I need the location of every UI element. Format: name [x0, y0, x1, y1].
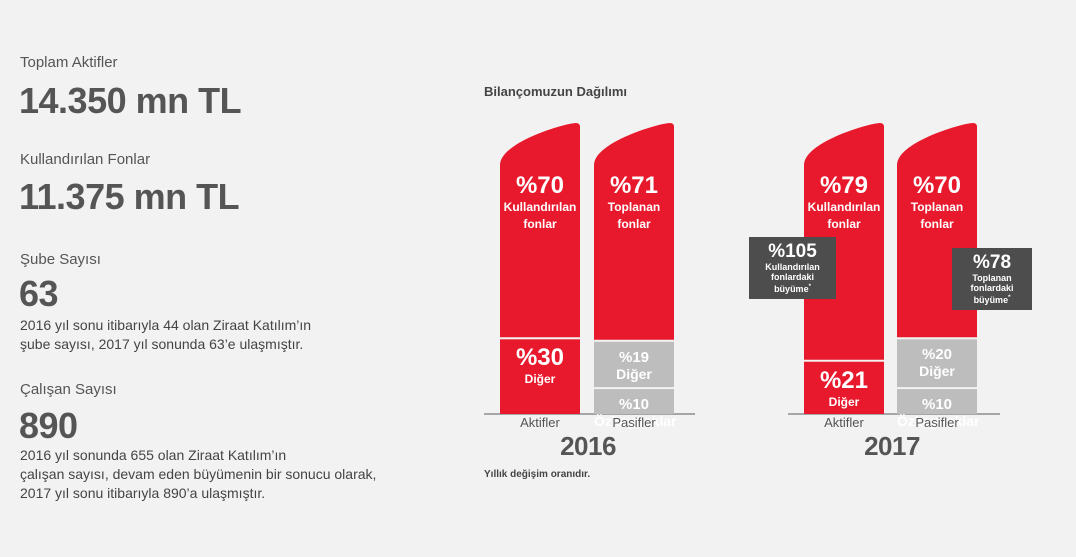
segment-pct: %70: [912, 172, 962, 199]
category-label: Pasifler: [612, 415, 656, 430]
segment-pct: %10: [921, 396, 953, 414]
segment-text: fonlar: [523, 217, 557, 231]
segment-pct: %21: [819, 366, 869, 394]
segment-text: Diğer: [524, 372, 556, 387]
bar-segment: [897, 389, 977, 414]
category-label: Aktifler: [520, 415, 560, 430]
bar-segment: [897, 339, 977, 388]
segment-label: %71 Toplanan fonlar: [594, 173, 674, 233]
segment-label: %79 Kullandırılan fonlar: [804, 173, 884, 233]
year-label-2017: 2017: [864, 431, 920, 461]
note-line: şube sayısı, 2017 yıl sonunda 63’e ulaşm…: [20, 336, 304, 352]
segment-label: %30 Diğer: [500, 345, 580, 388]
stat-label-used-funds: Kullandırılan Fonlar: [20, 151, 151, 168]
segment-pct: %10: [618, 396, 650, 414]
bar-segment: [500, 123, 580, 338]
annotation-line: büyüme: [973, 295, 1009, 305]
bar-segment: [594, 341, 674, 388]
note-line: 2016 yıl sonunda 655 olan Ziraat Katılım…: [20, 447, 287, 463]
segment-label: %70 Kullandırılan fonlar: [500, 173, 580, 233]
segment-pct: %19: [618, 348, 650, 366]
annotation-pct: %78: [972, 252, 1012, 273]
annotation-text: fonlardaki: [770, 272, 814, 282]
bar-segment: [500, 339, 580, 414]
footnote-marker: *: [1008, 295, 1011, 301]
segment-text: Özkaynaklar: [594, 413, 677, 430]
chart-title: Bilançomuzun Dağılımı: [484, 84, 628, 99]
segment-text: fonlar: [827, 217, 861, 231]
footnote-marker: *: [808, 284, 811, 290]
note-line: çalışan sayısı, devam eden büyümenin bir…: [20, 466, 377, 482]
growth-annotation-collected-funds: %78 Toplanan fonlardaki büyüme*: [952, 248, 1032, 310]
segment-label: %19 Diğer: [594, 349, 674, 382]
stat-value-total-assets: 14.350 mn TL: [19, 80, 242, 121]
segment-text: Kullandırılan: [807, 200, 881, 214]
segment-text: Toplanan: [607, 200, 661, 214]
segment-label: %70 Toplanan fonlar: [897, 173, 977, 233]
segment-text: Diğer: [616, 365, 652, 382]
segment-pct: %70: [515, 172, 565, 199]
stat-note-employees: 2016 yıl sonunda 655 olan Ziraat Katılım…: [20, 446, 376, 503]
annotation-text: büyüme*: [952, 293, 1032, 305]
segment-text: fonlar: [617, 217, 651, 231]
annotation-text: Kullandırılan: [765, 262, 820, 272]
bar-segment: [804, 361, 884, 414]
segment-label: %20 Diğer: [897, 346, 977, 379]
segment-pct: %71: [609, 172, 659, 199]
segment-label: %10 Özkaynaklar: [897, 396, 980, 430]
bar-segment: [804, 123, 884, 360]
segment-text: Özkaynaklar: [897, 413, 980, 430]
segment-text: Diğer: [919, 363, 955, 380]
growth-annotation-used-funds: %105 Kullandırılan fonlardaki büyüme*: [749, 237, 836, 299]
annotation-text: büyüme*: [749, 282, 836, 294]
segment-text: fonlar: [920, 217, 954, 231]
segment-text: Kullandırılan: [503, 200, 577, 214]
segment-pct: %79: [819, 172, 869, 199]
category-label: Pasifler: [915, 415, 959, 430]
stat-value-branches: 63: [19, 273, 59, 314]
segment-text: Toplanan: [910, 200, 964, 214]
stat-label-total-assets: Toplam Aktifler: [20, 54, 118, 71]
stat-value-used-funds: 11.375 mn TL: [19, 176, 240, 217]
bar-segment: [594, 123, 674, 340]
bar-segment: [594, 389, 674, 414]
footnote: Yıllık değişim oranıdır.: [484, 469, 591, 480]
segment-pct: %30: [515, 344, 565, 372]
note-line: 2017 yıl sonu itibarıyla 890’a ulaşmıştı…: [20, 485, 266, 501]
category-label: Aktifler: [824, 415, 864, 430]
note-line: 2016 yıl sonu itibarıyla 44 olan Ziraat …: [20, 317, 312, 333]
annotation-pct: %105: [768, 241, 817, 262]
stat-value-employees: 890: [19, 405, 78, 446]
stat-label-employees: Çalışan Sayısı: [20, 381, 117, 398]
annotation-line: büyüme: [774, 284, 809, 294]
year-label-2016: 2016: [560, 431, 616, 461]
segment-pct: %20: [921, 346, 953, 364]
stat-note-branches: 2016 yıl sonu itibarıyla 44 olan Ziraat …: [20, 316, 311, 354]
annotation-text: fonlardaki: [970, 283, 1014, 293]
segment-label: %10 Özkaynaklar: [594, 396, 677, 430]
segment-label: %21 Diğer: [804, 366, 884, 411]
stat-label-branches: Şube Sayısı: [20, 251, 101, 268]
annotation-text: Toplanan: [972, 273, 1012, 283]
segment-text: Diğer: [828, 394, 860, 409]
